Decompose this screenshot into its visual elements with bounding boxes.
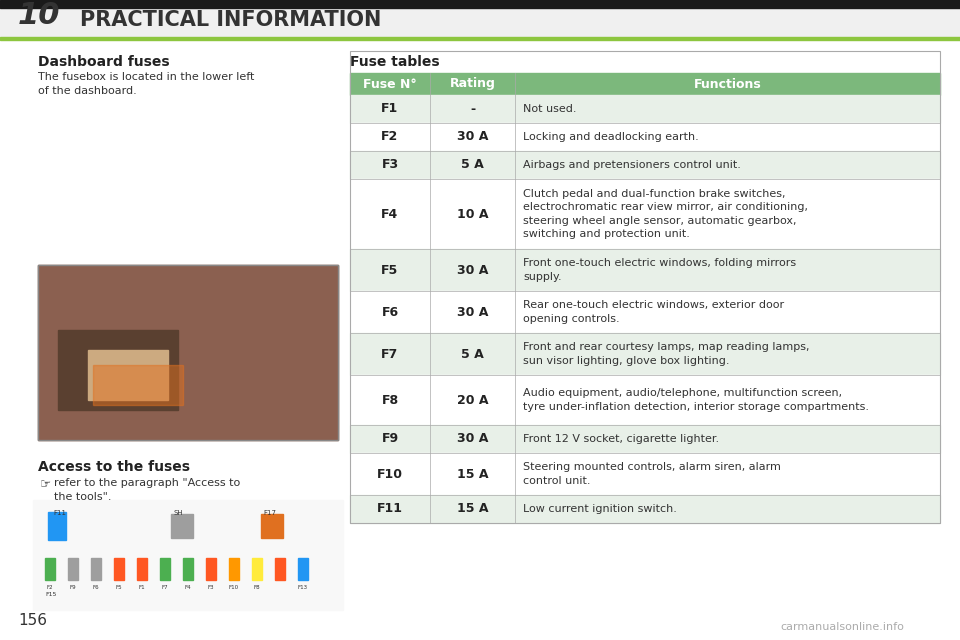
Text: 10: 10 [18,1,60,30]
Text: F1: F1 [381,102,398,115]
Text: F7: F7 [381,348,398,360]
Text: 15 A: 15 A [457,467,489,481]
Text: F17: F17 [263,510,276,516]
Bar [350,73,940,95]
Bar [58,330,178,410]
Text: 20 A: 20 A [457,394,489,406]
Bar [68,558,78,580]
Text: 30 A: 30 A [457,305,489,319]
Text: Rear one-touch electric windows, exterior door
opening controls.: Rear one-touch electric windows, exterio… [523,300,784,324]
Bar [33,500,343,610]
Text: F10: F10 [377,467,403,481]
Bar [171,514,193,538]
Bar [350,249,940,291]
Text: Low current ignition switch.: Low current ignition switch. [523,504,677,514]
Text: Fuse tables: Fuse tables [350,55,440,69]
Text: F7: F7 [161,585,168,590]
Bar [38,265,338,440]
Bar [160,558,170,580]
Text: Not used.: Not used. [523,104,577,114]
Bar [350,51,940,523]
Text: Front one-touch electric windows, folding mirrors
supply.: Front one-touch electric windows, foldin… [523,259,796,282]
Bar [350,151,940,179]
Bar [350,333,940,375]
Text: F5: F5 [116,585,122,590]
Bar [0,37,960,40]
Text: F1: F1 [138,585,145,590]
Text: 30 A: 30 A [457,264,489,276]
Text: F3: F3 [381,159,398,172]
Bar [114,558,124,580]
Bar [88,350,168,400]
Text: F6: F6 [381,305,398,319]
Bar [91,558,101,580]
Text: F2: F2 [47,585,54,590]
Text: ☞: ☞ [40,478,51,491]
Bar [275,558,285,580]
Text: F6: F6 [93,585,99,590]
Text: Fuse N°: Fuse N° [363,77,417,90]
Bar [261,514,283,538]
Text: Locking and deadlocking earth.: Locking and deadlocking earth. [523,132,699,142]
Bar [0,0,960,38]
Text: F2: F2 [381,131,398,143]
Bar [206,558,216,580]
Text: carmanualsonline.info: carmanualsonline.info [780,622,904,632]
Text: SH: SH [173,510,182,516]
Text: Functions: Functions [694,77,761,90]
Bar [0,0,960,8]
Text: Front and rear courtesy lamps, map reading lamps,
sun visor lighting, glove box : Front and rear courtesy lamps, map readi… [523,342,809,365]
Text: Access to the fuses: Access to the fuses [38,460,190,474]
Text: 5 A: 5 A [461,159,484,172]
Text: F4: F4 [381,207,398,221]
Text: F9: F9 [70,585,76,590]
Text: PRACTICAL INFORMATION: PRACTICAL INFORMATION [80,10,381,30]
Bar [350,375,940,425]
Text: Audio equipment, audio/telephone, multifunction screen,
tyre under-inflation det: Audio equipment, audio/telephone, multif… [523,388,869,412]
Text: F13: F13 [298,585,308,590]
Bar [350,179,940,249]
Bar [45,558,55,580]
Text: Dashboard fuses: Dashboard fuses [38,55,170,69]
Bar [38,265,338,440]
Text: Clutch pedal and dual-function brake switches,
electrochromatic rear view mirror: Clutch pedal and dual-function brake swi… [523,189,808,239]
Bar [183,558,193,580]
Text: F11: F11 [377,502,403,515]
Bar [350,95,940,123]
Bar [350,291,940,333]
Text: F9: F9 [381,433,398,445]
Bar [252,558,262,580]
Bar [298,558,308,580]
Text: F3: F3 [207,585,214,590]
Text: F8: F8 [253,585,260,590]
Text: 156: 156 [18,613,47,628]
Text: F10: F10 [228,585,239,590]
Text: F5: F5 [381,264,398,276]
Text: F15: F15 [45,592,57,597]
Bar [137,558,147,580]
Text: Rating: Rating [449,77,495,90]
Bar [350,495,940,523]
Bar [38,265,338,440]
Text: Airbags and pretensioners control unit.: Airbags and pretensioners control unit. [523,160,741,170]
Text: refer to the paragraph "Access to
the tools".: refer to the paragraph "Access to the to… [54,478,240,502]
Text: 5 A: 5 A [461,348,484,360]
Text: F8: F8 [381,394,398,406]
Text: 30 A: 30 A [457,131,489,143]
Bar [350,425,940,453]
Bar [93,365,183,405]
Bar [48,512,66,540]
Text: F11: F11 [53,510,66,516]
Text: F4: F4 [184,585,191,590]
Text: The fusebox is located in the lower left
of the dashboard.: The fusebox is located in the lower left… [38,72,254,96]
Text: 30 A: 30 A [457,433,489,445]
Text: Steering mounted controls, alarm siren, alarm
control unit.: Steering mounted controls, alarm siren, … [523,462,780,486]
Text: 15 A: 15 A [457,502,489,515]
Bar [350,453,940,495]
Text: -: - [470,102,475,115]
Text: Front 12 V socket, cigarette lighter.: Front 12 V socket, cigarette lighter. [523,434,719,444]
Bar [229,558,239,580]
Bar [350,123,940,151]
Text: 10 A: 10 A [457,207,489,221]
